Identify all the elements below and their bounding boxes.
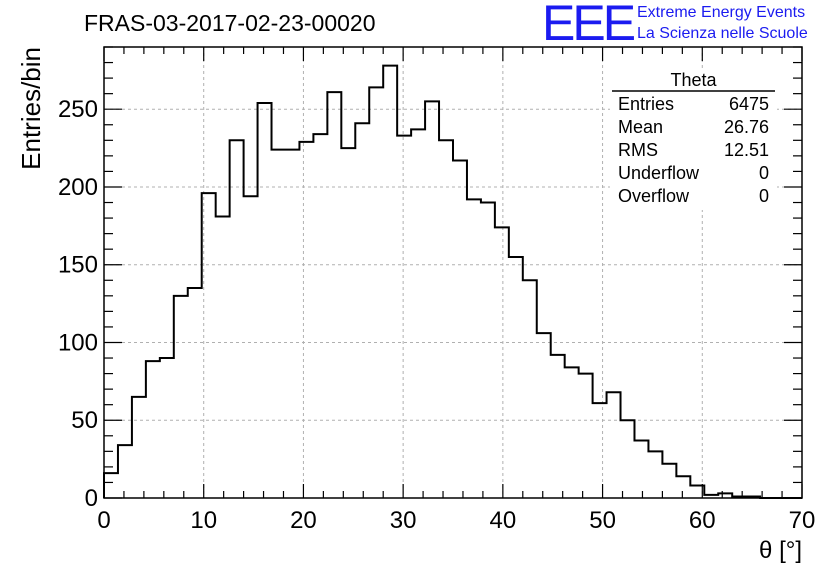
eee-logo-mark: EEE bbox=[542, 0, 636, 51]
stats-row-value: 0 bbox=[759, 186, 769, 206]
axis-ticks bbox=[103, 46, 803, 499]
x-tick-label: 0 bbox=[97, 507, 110, 534]
y-tick-label: 200 bbox=[58, 174, 98, 201]
x-tick-label: 50 bbox=[589, 507, 616, 534]
y-tick-label: 100 bbox=[58, 329, 98, 356]
plot-frame bbox=[103, 46, 803, 499]
x-tick-label: 10 bbox=[190, 507, 217, 534]
x-tick-label: 20 bbox=[290, 507, 317, 534]
stats-row-value: 26.76 bbox=[724, 117, 769, 137]
stats-row-label: Entries bbox=[618, 94, 674, 114]
logo-caption-line1: Extreme Energy Events bbox=[637, 4, 806, 21]
stats-row-label: Underflow bbox=[618, 163, 700, 183]
y-tick-label: 0 bbox=[85, 485, 98, 512]
x-tick-label: 40 bbox=[490, 507, 517, 534]
stats-row-value: 12.51 bbox=[724, 140, 769, 160]
grid-lines bbox=[104, 47, 802, 498]
y-tick-label: 150 bbox=[58, 252, 98, 279]
x-axis-label: θ [°] bbox=[759, 537, 802, 564]
y-tick-label: 250 bbox=[58, 96, 98, 123]
tick-labels: 0 10 20 30 40 50 60 70 0 50 100 150 200 250 bbox=[58, 96, 815, 534]
stats-row-label: Overflow bbox=[618, 186, 690, 206]
stats-box-title: Theta bbox=[670, 70, 717, 90]
run-title: FRAS-03-2017-02-23-00020 bbox=[84, 10, 376, 36]
x-tick-label: 70 bbox=[789, 507, 816, 534]
stats-box: Theta Entries 6475 Mean 26.76 RMS 12.51 Underf… bbox=[610, 70, 777, 210]
y-axis-label: Entries/bin bbox=[16, 47, 46, 170]
stats-row-value: 6475 bbox=[729, 94, 769, 114]
x-tick-label: 60 bbox=[689, 507, 716, 534]
logo-caption-line2: La Scienza nelle Scuole bbox=[637, 25, 808, 42]
stats-row-label: Mean bbox=[618, 117, 663, 137]
x-tick-label: 30 bbox=[390, 507, 417, 534]
histogram-series-line bbox=[103, 64, 802, 499]
stats-row-value: 0 bbox=[759, 163, 769, 183]
stats-row-label: RMS bbox=[618, 140, 658, 160]
y-tick-label: 50 bbox=[71, 407, 98, 434]
stats-box-rows: Entries 6475 Mean 26.76 RMS 12.51 Underflow 0 Ov… bbox=[618, 94, 769, 206]
stats-box-background bbox=[610, 70, 777, 210]
